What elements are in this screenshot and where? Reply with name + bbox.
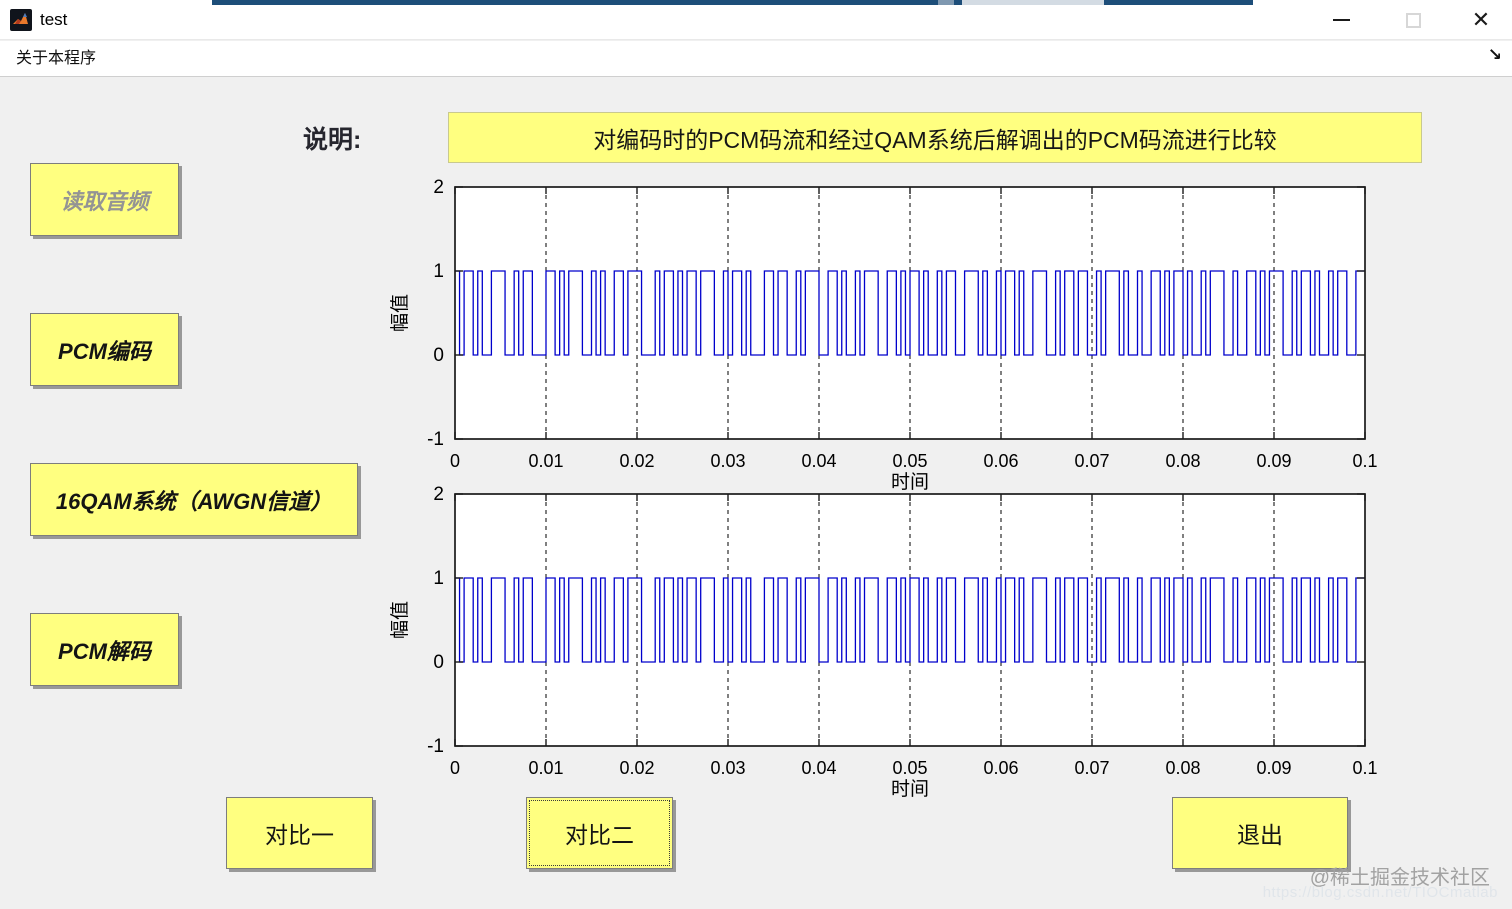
svg-text:0.04: 0.04 — [801, 451, 836, 471]
maximize-button[interactable] — [1390, 0, 1436, 40]
svg-text:0.06: 0.06 — [983, 758, 1018, 778]
window-title: test — [40, 10, 68, 29]
menu-bar: 关于本程序 ↘ — [0, 41, 1512, 77]
svg-text:幅值: 幅值 — [389, 601, 411, 639]
background-window-strip-light — [938, 0, 954, 5]
minimize-icon — [1332, 19, 1350, 21]
svg-text:幅值: 幅值 — [389, 294, 411, 332]
description-label: 说明: — [303, 126, 362, 154]
svg-text:0.02: 0.02 — [619, 451, 654, 471]
compare-one-button[interactable]: 对比一 — [226, 797, 373, 869]
svg-text:0.1: 0.1 — [1352, 451, 1377, 471]
svg-text:0.1: 0.1 — [1352, 758, 1377, 778]
svg-text:时间: 时间 — [891, 778, 929, 800]
maximize-icon — [1405, 12, 1421, 28]
title-bar: test ✕ — [0, 0, 1512, 40]
svg-text:2: 2 — [433, 178, 444, 198]
svg-text:0: 0 — [450, 758, 460, 778]
pcm-decode-button[interactable]: PCM解码 — [30, 613, 179, 686]
svg-text:0.07: 0.07 — [1074, 758, 1109, 778]
compare-two-button[interactable]: 对比二 — [526, 797, 673, 869]
svg-text:0.07: 0.07 — [1074, 451, 1109, 471]
svg-text:1: 1 — [433, 261, 444, 282]
background-window-strip — [212, 0, 1253, 5]
menu-item-about[interactable]: 关于本程序 — [16, 50, 97, 67]
pcm-encode-button[interactable]: PCM编码 — [30, 313, 179, 386]
corner-arrow-icon[interactable]: ↘ — [1487, 45, 1502, 64]
svg-text:2: 2 — [433, 485, 444, 505]
svg-text:1: 1 — [433, 568, 444, 589]
svg-text:0.06: 0.06 — [983, 451, 1018, 471]
svg-text:-1: -1 — [427, 736, 444, 757]
svg-text:0.09: 0.09 — [1256, 451, 1291, 471]
plot-pcm-bitstream-original: 0 0.01 0.02 0.03 0.04 0.05 0.06 0.07 0.08 0.09 0.1… — [380, 177, 1385, 500]
qam-system-button[interactable]: 16QAM系统（AWGN信道） — [30, 463, 358, 536]
svg-text:0.03: 0.03 — [710, 758, 745, 778]
svg-text:0.08: 0.08 — [1165, 451, 1200, 471]
svg-text:0: 0 — [450, 451, 460, 471]
svg-text:0.03: 0.03 — [710, 451, 745, 471]
svg-text:0.09: 0.09 — [1256, 758, 1291, 778]
svg-text:0.04: 0.04 — [801, 758, 836, 778]
svg-text:0.08: 0.08 — [1165, 758, 1200, 778]
background-window-strip-lighter — [962, 0, 1104, 5]
read-audio-button[interactable]: 读取音频 — [30, 163, 179, 236]
svg-text:时间: 时间 — [891, 471, 929, 493]
plot-pcm-bitstream-demodulated: 0 0.01 0.02 0.03 0.04 0.05 0.06 0.07 0.08 0.09 0.1… — [380, 484, 1385, 807]
matlab-icon — [10, 9, 32, 31]
svg-text:0.05: 0.05 — [892, 451, 927, 471]
svg-text:0.01: 0.01 — [528, 758, 563, 778]
svg-text:0.02: 0.02 — [619, 758, 654, 778]
watermark-url: https://blog.csdn.net/TIOCmatlab — [1262, 884, 1498, 901]
svg-text:0.01: 0.01 — [528, 451, 563, 471]
close-icon: ✕ — [1471, 7, 1491, 32]
minimize-button[interactable] — [1318, 0, 1364, 40]
svg-text:-1: -1 — [427, 429, 444, 450]
svg-text:0: 0 — [433, 652, 444, 673]
exit-button[interactable]: 退出 — [1172, 797, 1348, 869]
watermark-community: @稀土掘金技术社区 — [1309, 867, 1490, 889]
svg-text:0: 0 — [433, 345, 444, 366]
svg-text:0.05: 0.05 — [892, 758, 927, 778]
description-banner: 对编码时的PCM码流和经过QAM系统后解调出的PCM码流进行比较 — [448, 112, 1422, 163]
close-button[interactable]: ✕ — [1458, 0, 1504, 40]
